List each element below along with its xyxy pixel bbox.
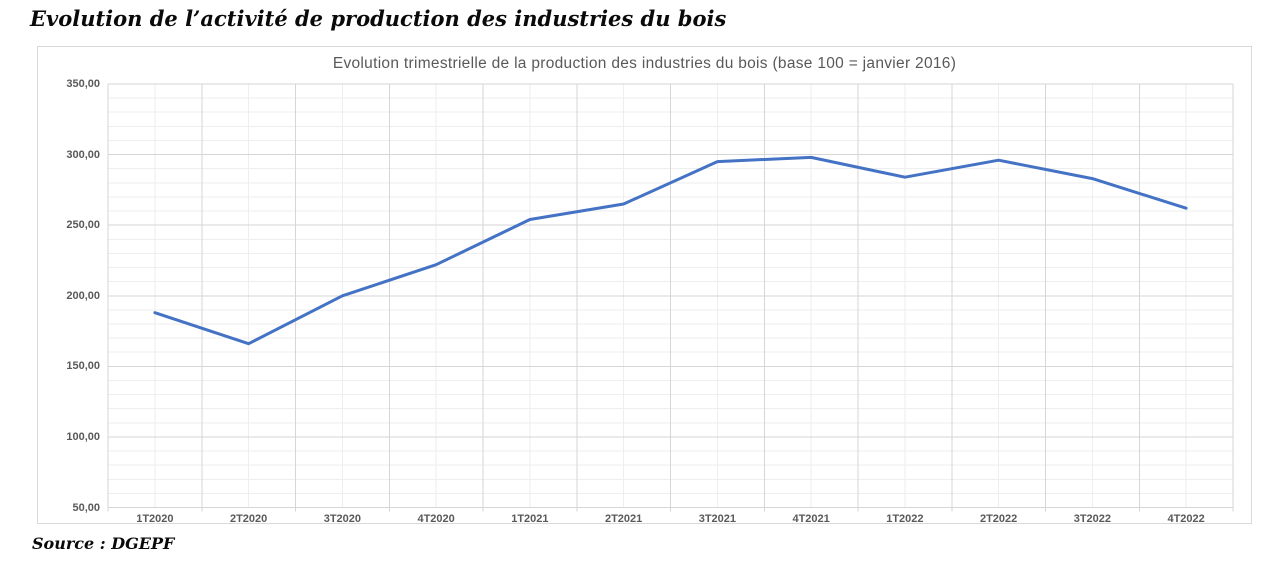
x-axis-label: 2T2022 bbox=[979, 513, 1018, 525]
y-axis-label: 50,00 bbox=[72, 501, 100, 514]
chart-title: Evolution trimestrielle de la production… bbox=[332, 55, 957, 72]
series-line bbox=[153, 155, 1188, 346]
y-axis-label: 300,00 bbox=[66, 148, 100, 161]
x-axis-label: 4T2022 bbox=[1167, 513, 1205, 525]
y-axis-label: 200,00 bbox=[66, 289, 100, 302]
source-note: Source : DGEPF bbox=[32, 534, 175, 553]
chart-plot-area bbox=[107, 83, 1234, 512]
major-gridlines bbox=[107, 83, 1234, 512]
x-axis-label: 4T2021 bbox=[792, 513, 830, 525]
page-title: Evolution de l’activité de production de… bbox=[30, 6, 727, 31]
y-axis-label: 350,00 bbox=[66, 78, 100, 90]
chart-frame: Evolution trimestrielle de la production… bbox=[37, 46, 1252, 525]
x-axis-label: 1T2020 bbox=[136, 513, 174, 525]
y-axis-label: 150,00 bbox=[66, 360, 100, 373]
x-axis-label: 3T2022 bbox=[1073, 513, 1112, 525]
x-axis-label: 3T2020 bbox=[323, 513, 362, 525]
x-axis-label: 2T2020 bbox=[229, 513, 268, 525]
x-axis-label: 1T2022 bbox=[886, 513, 924, 525]
x-axis-label: 4T2020 bbox=[417, 513, 455, 525]
y-axis-label: 250,00 bbox=[66, 219, 100, 232]
x-axis-label: 1T2021 bbox=[511, 513, 549, 525]
x-axis-label: 3T2021 bbox=[698, 513, 737, 525]
y-axis-label: 100,00 bbox=[66, 430, 100, 443]
x-axis-label: 2T2021 bbox=[604, 513, 643, 525]
